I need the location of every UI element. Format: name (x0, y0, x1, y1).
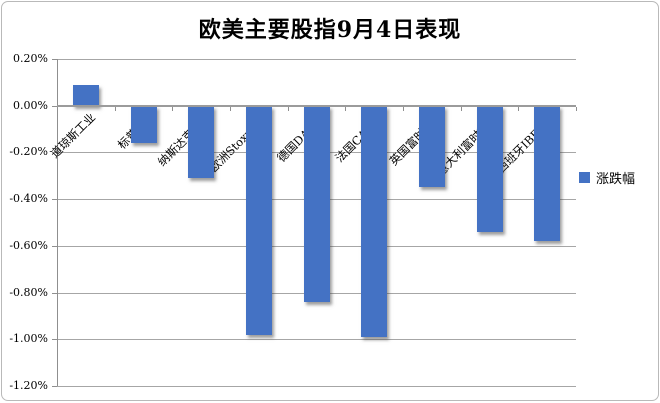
x-axis-tick (518, 106, 520, 111)
y-axis-tick-label: -0.20% (9, 145, 48, 159)
bar-8 (476, 105, 503, 232)
x-axis-tick (230, 106, 231, 111)
x-axis-tick (403, 106, 404, 111)
y-axis-tick (52, 245, 57, 247)
bar-6 (361, 105, 388, 337)
gridline (57, 386, 576, 387)
bar-3 (188, 105, 215, 179)
y-axis-tick-label: -0.60% (9, 238, 48, 252)
x-axis-tick (460, 106, 462, 111)
x-axis-tick (172, 106, 174, 111)
y-axis-tick-label: 0.00% (13, 98, 48, 112)
x-axis-tick (345, 106, 347, 111)
y-axis-tick (52, 105, 57, 107)
legend-swatch-icon (579, 172, 590, 183)
y-axis-tick (52, 386, 57, 387)
y-axis-tick (52, 152, 57, 154)
bar-7 (418, 105, 445, 188)
bar-2 (130, 105, 157, 144)
y-axis-tick-label: 0.20% (13, 52, 48, 65)
bar-9 (534, 105, 561, 242)
y-axis-tick (52, 339, 57, 341)
x-axis-tick (287, 106, 289, 111)
bar-4 (245, 105, 272, 335)
chart-title: 欧美主要股指9月4日表现 (198, 17, 462, 43)
y-axis-tick-label: -1.00% (9, 332, 48, 346)
bar-1 (72, 84, 99, 106)
x-axis-line (57, 104, 576, 107)
y-axis-tick (52, 59, 57, 60)
legend: 涨跌幅 (579, 168, 635, 187)
y-axis-tick-label: -0.40% (9, 192, 48, 206)
x-axis-tick (114, 106, 116, 111)
y-axis-tick-label: -1.20% (9, 379, 48, 392)
gridline (57, 59, 576, 60)
y-axis-line (57, 59, 58, 386)
gridline (57, 339, 576, 341)
y-axis-tick (52, 292, 57, 294)
y-axis-tick (52, 199, 57, 201)
bar-5 (303, 105, 330, 302)
legend-label: 涨跌幅 (596, 172, 636, 187)
x-axis-tick (576, 106, 577, 111)
y-axis-tick-label: -0.80% (9, 285, 48, 299)
